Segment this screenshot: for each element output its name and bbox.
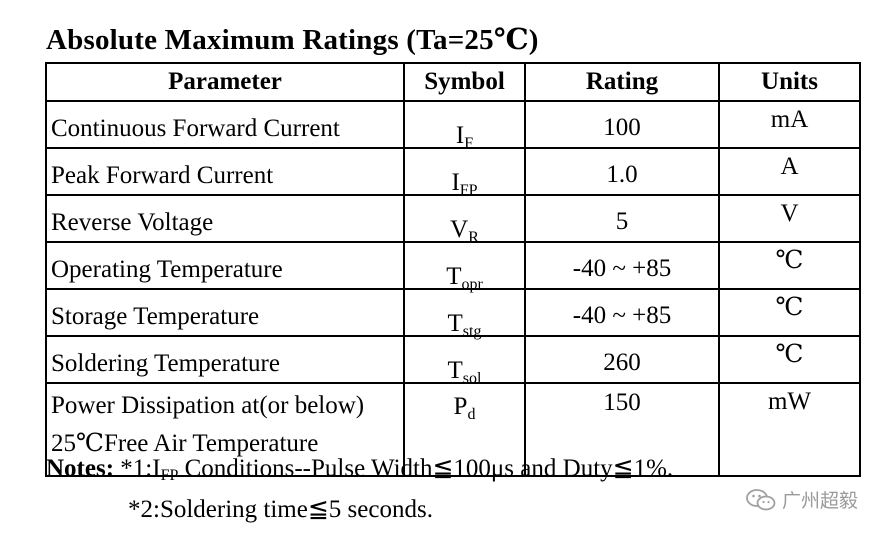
units-cell: mA xyxy=(718,100,861,149)
rating-cell: 260 xyxy=(524,335,720,384)
symbol-cell: Tstg xyxy=(403,288,526,340)
symbol-subscript: opr xyxy=(461,276,483,294)
symbol-main: T xyxy=(447,310,463,338)
table-header-row: Parameter Symbol Rating Units xyxy=(45,62,861,102)
parameter-cell: Continuous Forward Current xyxy=(45,100,405,149)
symbol-cell: IF xyxy=(403,100,526,152)
table-row: Continuous Forward Current IF 100 mA xyxy=(45,100,861,152)
rating-cell: 100 xyxy=(524,100,720,149)
table-row: Operating Temperature Topr -40 ~ +85 ℃ xyxy=(45,241,861,293)
rating-cell: 5 xyxy=(524,194,720,243)
table-row: Reverse Voltage VR 5 V xyxy=(45,194,861,246)
rating-cell: -40 ~ +85 xyxy=(524,288,720,337)
header-symbol: Symbol xyxy=(403,62,526,102)
symbol-cell: Tsol xyxy=(403,335,526,387)
header-units: Units xyxy=(718,62,861,102)
table-row: Soldering Temperature Tsol 260 ℃ xyxy=(45,335,861,387)
ratings-table: Parameter Symbol Rating Units Continuous… xyxy=(45,62,861,477)
watermark-text: 广州超毅 xyxy=(781,490,858,512)
units-cell: V xyxy=(718,194,861,243)
units-cell: A xyxy=(718,147,861,196)
page-title: Absolute Maximum Ratings (Ta=25℃) xyxy=(46,24,539,56)
units-cell: mW xyxy=(718,382,861,477)
note-1: Notes: *1:IFP Conditions--Pulse Width≦10… xyxy=(46,453,674,484)
rating-cell: 1.0 xyxy=(524,147,720,196)
symbol-subscript: FP xyxy=(459,182,478,200)
parameter-cell: Operating Temperature xyxy=(45,241,405,290)
symbol-subscript: F xyxy=(464,135,474,153)
note-2: *2:Soldering time≦5 seconds. xyxy=(128,496,433,523)
symbol-subscript: d xyxy=(467,406,476,423)
parameter-cell: Storage Temperature xyxy=(45,288,405,337)
table-row: Storage Temperature Tstg -40 ~ +85 ℃ xyxy=(45,288,861,340)
watermark: 广州超毅 xyxy=(746,486,858,513)
symbol-cell: Topr xyxy=(403,241,526,293)
note-1-text: Conditions--Pulse Width≦100μs and Duty≦1… xyxy=(178,455,674,482)
table-row: Peak Forward Current IFP 1.0 A xyxy=(45,147,861,199)
symbol-subscript: sol xyxy=(462,370,482,388)
wechat-icon xyxy=(746,488,776,510)
header-parameter: Parameter xyxy=(45,62,405,102)
symbol-cell: IFP xyxy=(403,147,526,199)
table-row: Power Dissipation at(or below) 25℃Free Ai… xyxy=(45,382,861,477)
parameter-cell: Power Dissipation at(or below) 25℃Free Ai… xyxy=(45,382,405,477)
note-1-subscript: FP xyxy=(160,467,179,484)
parameter-line-1: Power Dissipation at(or below) xyxy=(51,392,365,419)
rating-cell: 150 xyxy=(524,382,720,477)
symbol-main: V xyxy=(450,216,469,244)
parameter-cell: Soldering Temperature xyxy=(45,335,405,384)
units-cell: ℃ xyxy=(718,335,861,384)
symbol-cell: Pd xyxy=(403,382,526,477)
notes-label: Notes: xyxy=(46,455,115,482)
parameter-line-2: 25℃Free Air Temperature xyxy=(51,429,319,457)
symbol-subscript: stg xyxy=(462,323,482,341)
note-1-prefix: *1:I xyxy=(120,455,161,482)
symbol-main: I xyxy=(455,122,465,150)
symbol-main: P xyxy=(453,393,468,420)
symbol-subscript: R xyxy=(468,229,479,247)
rating-cell: -40 ~ +85 xyxy=(524,241,720,290)
header-rating: Rating xyxy=(524,62,720,102)
symbol-main: I xyxy=(451,169,460,197)
units-cell: ℃ xyxy=(718,241,861,290)
parameter-cell: Peak Forward Current xyxy=(45,147,405,196)
parameter-cell: Reverse Voltage xyxy=(45,194,405,243)
symbol-main: T xyxy=(447,357,463,385)
symbol-main: T xyxy=(446,263,462,291)
units-cell: ℃ xyxy=(718,288,861,337)
symbol-cell: VR xyxy=(403,194,526,246)
